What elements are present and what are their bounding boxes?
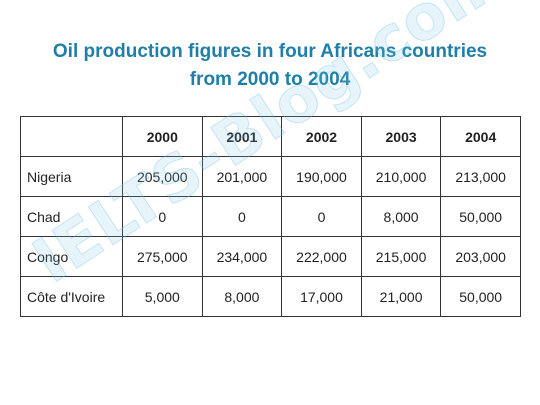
table-cell: 205,000: [122, 156, 203, 197]
column-header: 2004: [440, 116, 521, 157]
table-cell: 234,000: [201, 236, 283, 277]
table-cell: 210,000: [360, 156, 442, 197]
chart-title: Oil production figures in four Africans …: [0, 38, 540, 94]
table-cell: 190,000: [281, 156, 362, 197]
row-label: Nigeria: [20, 156, 123, 197]
table-row: Nigeria 205,000 201,000 190,000 210,000 …: [20, 156, 521, 197]
table-cell: 5,000: [122, 276, 203, 317]
table-row: Congo 275,000 234,000 222,000 215,000 20…: [20, 236, 521, 277]
header-row: 2000 2001 2002 2003 2004: [20, 116, 521, 157]
table-row: Côte d'Ivoire 5,000 8,000 17,000 21,000 …: [20, 276, 521, 317]
row-label: Congo: [20, 236, 123, 277]
table-cell: 222,000: [281, 236, 362, 277]
corner-cell: [20, 116, 123, 157]
table-cell: 50,000: [440, 196, 521, 237]
table-cell: 213,000: [440, 156, 521, 197]
table-cell: 201,000: [201, 156, 283, 197]
table-cell: 8,000: [360, 196, 442, 237]
chart-title-line-1: Oil production figures in four Africans …: [52, 41, 488, 62]
table-cell: 275,000: [122, 236, 203, 277]
column-header: 2000: [122, 116, 203, 157]
table-cell: 50,000: [440, 276, 521, 317]
table-row: Chad 0 0 0 8,000 50,000: [20, 196, 521, 237]
data-table: 2000 2001 2002 2003 2004 Nigeria 205,000…: [20, 116, 521, 317]
data-table-container: 2000 2001 2002 2003 2004 Nigeria 205,000…: [20, 116, 521, 317]
table-cell: 0: [122, 196, 203, 237]
table-cell: 21,000: [360, 276, 442, 317]
chart-title-line-2: from 2000 to 2004: [189, 69, 351, 90]
column-header: 2003: [360, 116, 442, 157]
column-header: 2002: [281, 116, 362, 157]
table-cell: 0: [281, 196, 362, 237]
row-label: Côte d'Ivoire: [20, 276, 123, 317]
row-label: Chad: [20, 196, 123, 237]
column-header: 2001: [201, 116, 283, 157]
table-cell: 8,000: [201, 276, 283, 317]
table-cell: 215,000: [360, 236, 442, 277]
table-cell: 203,000: [440, 236, 521, 277]
table-cell: 17,000: [281, 276, 362, 317]
table-cell: 0: [201, 196, 283, 237]
